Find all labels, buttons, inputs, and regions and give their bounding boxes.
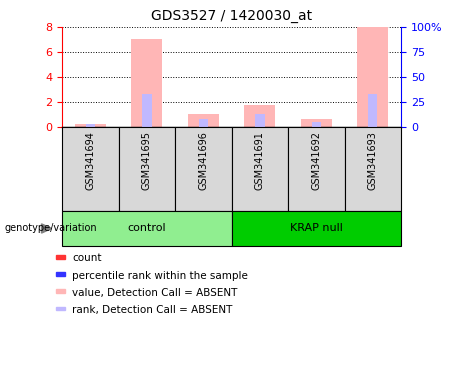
Text: GSM341696: GSM341696	[198, 131, 208, 190]
Bar	[75, 124, 106, 127]
Text: value, Detection Call = ABSENT: value, Detection Call = ABSENT	[72, 288, 237, 298]
Text: count: count	[72, 253, 102, 263]
Bar	[57, 307, 65, 310]
Bar	[357, 27, 388, 127]
Bar	[62, 127, 118, 211]
Text: GSM341694: GSM341694	[85, 131, 95, 190]
Bar	[368, 94, 378, 127]
Text: percentile rank within the sample: percentile rank within the sample	[72, 270, 248, 281]
Bar	[344, 127, 401, 211]
Text: control: control	[128, 223, 166, 233]
Bar	[131, 40, 162, 127]
Bar	[57, 255, 65, 258]
Text: GSM341692: GSM341692	[311, 131, 321, 190]
Bar	[86, 124, 95, 127]
Text: KRAP null: KRAP null	[290, 223, 343, 233]
Bar	[62, 211, 231, 246]
Text: genotype/variation: genotype/variation	[5, 223, 97, 233]
Bar	[188, 114, 219, 127]
Bar	[255, 114, 265, 127]
Text: GSM341691: GSM341691	[255, 131, 265, 190]
Bar	[231, 211, 401, 246]
Bar	[231, 127, 288, 211]
Bar	[312, 122, 321, 127]
Text: rank, Detection Call = ABSENT: rank, Detection Call = ABSENT	[72, 305, 232, 315]
Bar	[244, 105, 275, 127]
Bar	[57, 290, 65, 293]
Bar	[199, 119, 208, 127]
Bar	[175, 127, 231, 211]
Bar	[57, 272, 65, 276]
Bar	[301, 119, 332, 127]
Title: GDS3527 / 1420030_at: GDS3527 / 1420030_at	[151, 9, 312, 23]
Bar	[118, 127, 175, 211]
Bar	[288, 127, 344, 211]
Text: GSM341695: GSM341695	[142, 131, 152, 190]
Bar	[142, 94, 152, 127]
Text: GSM341693: GSM341693	[368, 131, 378, 190]
